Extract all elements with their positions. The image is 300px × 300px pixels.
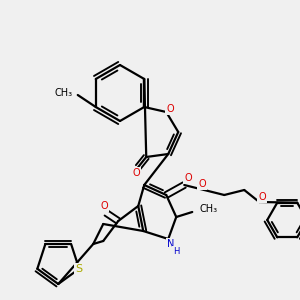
Text: S: S [76,264,83,274]
Text: O: O [184,173,192,183]
Text: O: O [132,168,140,178]
Text: H: H [173,247,179,256]
Text: O: O [167,104,174,114]
Text: CH₃: CH₃ [55,88,73,98]
Text: CH₃: CH₃ [199,204,218,214]
Text: O: O [198,179,206,189]
Text: N: N [167,239,174,249]
Text: O: O [258,192,266,202]
Text: O: O [100,201,108,211]
